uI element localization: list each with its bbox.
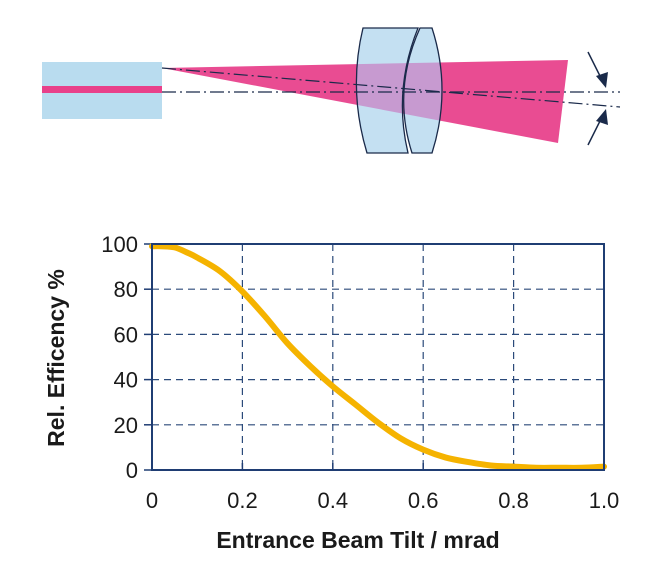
y-tick-label: 100	[101, 232, 138, 257]
optical-schematic	[42, 27, 621, 154]
x-tick-label: 0.2	[227, 488, 258, 513]
fiber-core	[42, 86, 162, 93]
y-tick-label: 0	[126, 458, 138, 483]
y-tick-label: 20	[114, 413, 138, 438]
y-tick-label: 40	[114, 368, 138, 393]
tilted-beam-axis	[161, 67, 621, 108]
x-tick-label: 1.0	[589, 488, 620, 513]
x-tick-label: 0.4	[318, 488, 349, 513]
arrow-down-icon	[596, 72, 608, 88]
x-tick-label: 0.8	[498, 488, 529, 513]
x-tick-label: 0	[146, 488, 158, 513]
x-axis-title: Entrance Beam Tilt / mrad	[216, 527, 499, 553]
efficiency-curve	[149, 243, 607, 471]
grid-lines	[152, 244, 604, 470]
plot-frame	[151, 243, 605, 471]
arrow-up-icon	[596, 109, 608, 125]
plot-background	[152, 244, 604, 470]
x-tick-labels: 0 0.2 0.4 0.6 0.8 1.0	[146, 488, 619, 513]
x-tick-label: 0.6	[408, 488, 439, 513]
y-tick-label: 80	[114, 277, 138, 302]
y-axis-title: Rel. Efficency %	[43, 269, 69, 447]
chart: 0 0.2 0.4 0.6 0.8 1.0 0 20 40 60 80 100 Entrance B…	[43, 232, 619, 553]
y-tick-label: 60	[114, 322, 138, 347]
y-tick-labels: 0 20 40 60 80 100	[101, 232, 138, 483]
